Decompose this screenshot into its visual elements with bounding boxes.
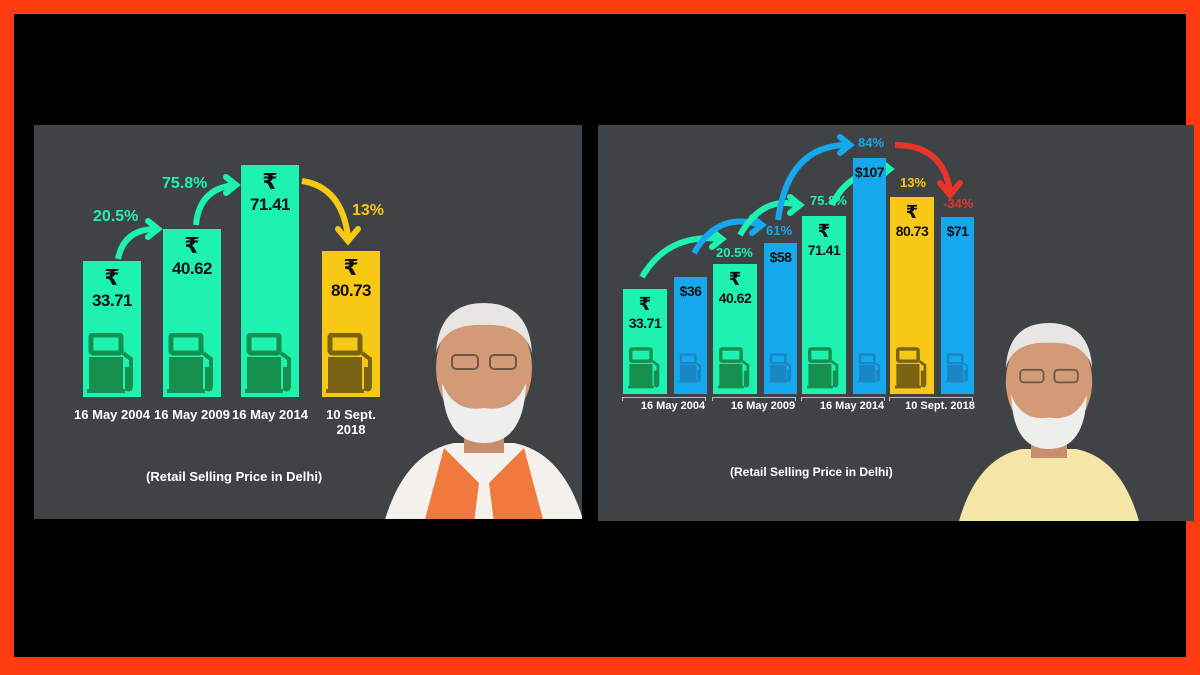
rupee-symbol: ₹ (728, 269, 742, 290)
arrow (193, 182, 235, 226)
arrow-head (335, 226, 361, 246)
fuel-pump-icon (895, 347, 927, 389)
arrow (775, 142, 849, 221)
arrow (894, 142, 953, 192)
axis-bracket (622, 397, 706, 401)
bar-value-label: 33.71 (628, 315, 662, 331)
axis-bracket (801, 397, 885, 401)
arrow-head (937, 180, 963, 200)
arrow-head (145, 218, 163, 240)
rupee-bar: ₹80.73 (322, 251, 380, 397)
fuel-pump-icon (857, 353, 880, 383)
chart-caption: (Retail Selling Price in Delhi) (146, 469, 323, 484)
change-label: 20.5% (93, 208, 139, 225)
dollar-bar: $107 (853, 158, 886, 394)
change-label: -34% (943, 196, 974, 211)
chart-caption: (Retail Selling Price in Delhi) (730, 465, 893, 479)
rupee-symbol: ₹ (343, 256, 359, 281)
fuel-pump-icon (167, 333, 213, 393)
axis-bracket (712, 397, 796, 401)
fuel-pump-icon (768, 353, 791, 383)
bar-value-label: 80.73 (330, 281, 372, 300)
fuel-pump-icon (718, 347, 750, 389)
arrow-head (223, 174, 241, 196)
rupee-bar: ₹33.71 (623, 289, 667, 394)
fuel-pump-icon (245, 333, 291, 393)
arrow-head (709, 228, 727, 250)
bar-value-label: $36 (679, 283, 702, 299)
person-photo (959, 323, 1139, 521)
x-axis-label: 16 May 2014 (819, 400, 885, 412)
rupee-symbol: ₹ (817, 221, 831, 242)
change-label: 75.8% (162, 175, 208, 192)
bar-value-label: $107 (854, 164, 885, 180)
x-axis-label: 10 Sept. 2018 (905, 400, 975, 412)
bar-value-label: 71.41 (807, 242, 841, 258)
arrow (737, 200, 799, 237)
x-axis-label: 16 May 2014 (232, 407, 308, 422)
rupee-bar: ₹33.71 (83, 261, 141, 397)
person-photo (385, 303, 582, 519)
change-label: 13% (900, 175, 927, 190)
x-axis-label: 10 Sept. 2018 (326, 407, 376, 437)
axis-bracket (889, 397, 973, 401)
fuel-pump-icon (678, 353, 701, 383)
x-axis-label: 16 May 2009 (730, 400, 796, 412)
rupee-bar: ₹80.73 (890, 197, 934, 394)
bar-value-label: $58 (769, 249, 792, 265)
arrow-head (837, 134, 855, 156)
rupee-symbol: ₹ (104, 266, 120, 291)
bar-value-label: 80.73 (895, 223, 929, 239)
rupee-symbol: ₹ (184, 234, 200, 259)
arrow-head (749, 214, 767, 236)
bar-value-label: 33.71 (91, 291, 133, 310)
arrow (639, 235, 721, 279)
dollar-bar: $36 (674, 277, 707, 394)
x-axis-label: 16 May 2004 (74, 407, 150, 422)
rupee-bar: ₹40.62 (713, 264, 757, 394)
rupee-symbol: ₹ (262, 170, 278, 195)
bar-value-label: 40.62 (171, 259, 213, 278)
rupee-bar: ₹71.41 (802, 216, 846, 394)
fuel-pump-icon (807, 347, 839, 389)
change-label: 13% (352, 202, 385, 219)
rupee-bar: ₹71.41 (241, 165, 299, 397)
right-infographic: ₹33.71 $36 16 May 2004 ₹40.62 $58 16 May 2009… (598, 125, 1194, 521)
fuel-pump-icon (628, 347, 660, 389)
arrow (301, 178, 351, 238)
x-axis-label: 16 May 2004 (640, 400, 706, 412)
x-axis-label: 16 May 2009 (154, 407, 230, 422)
change-label: 61% (766, 223, 793, 238)
rupee-symbol: ₹ (638, 294, 652, 315)
fuel-pump-icon (326, 333, 372, 393)
left-infographic: ₹33.71 16 May 2004 ₹40.62 16 May 2009 ₹71.41… (34, 125, 582, 519)
fuel-pump-icon (87, 333, 133, 393)
arrow-head (787, 194, 805, 216)
change-label: 84% (858, 135, 885, 150)
fuel-pump-icon (945, 353, 968, 383)
rupee-bar: ₹40.62 (163, 229, 221, 397)
dollar-bar: $71 (941, 217, 974, 394)
bar-value-label: $71 (946, 223, 969, 239)
dollar-bar: $58 (764, 243, 797, 394)
change-label: 75.8% (810, 193, 847, 208)
change-arrows (115, 174, 361, 260)
rupee-symbol: ₹ (905, 202, 919, 223)
change-label: 20.5% (716, 245, 753, 260)
arrow (115, 226, 157, 260)
bar-value-label: 71.41 (249, 195, 291, 214)
bar-value-label: 40.62 (718, 290, 752, 306)
black-frame: ₹33.71 16 May 2004 ₹40.62 16 May 2009 ₹71.41… (14, 14, 1194, 657)
